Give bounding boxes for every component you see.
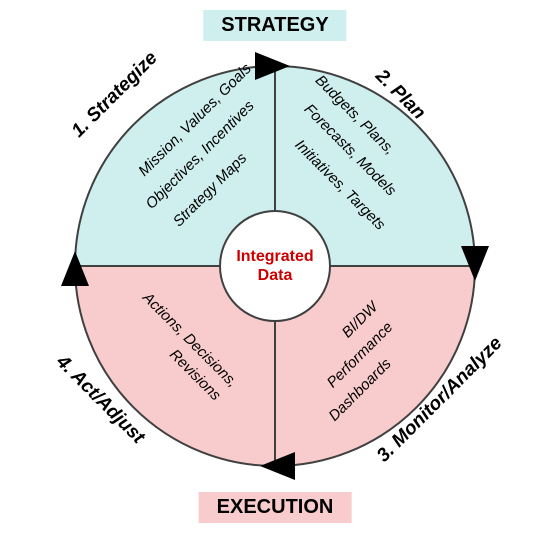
center-line2: Data (258, 267, 293, 284)
center-label: Integrated Data (236, 247, 313, 285)
center-line1: Integrated (236, 248, 313, 265)
execution-header: EXECUTION (199, 492, 352, 523)
